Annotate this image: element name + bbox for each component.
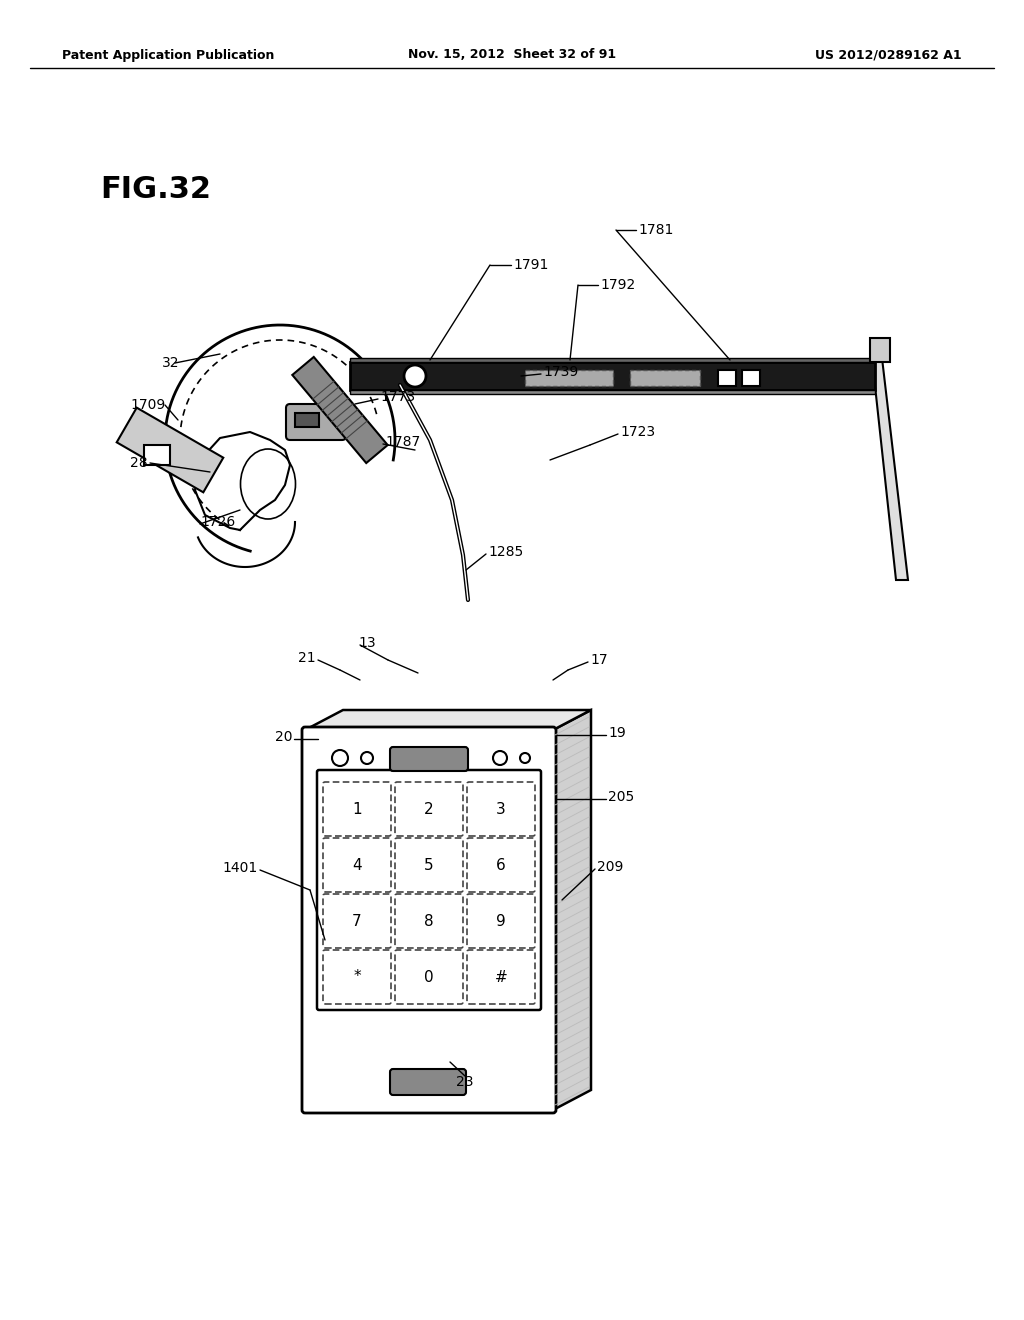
FancyBboxPatch shape bbox=[467, 894, 535, 948]
Text: 209: 209 bbox=[597, 861, 624, 874]
Text: 1739: 1739 bbox=[543, 366, 579, 379]
Text: 20: 20 bbox=[274, 730, 292, 744]
FancyBboxPatch shape bbox=[467, 838, 535, 892]
Ellipse shape bbox=[493, 751, 507, 766]
FancyBboxPatch shape bbox=[323, 838, 391, 892]
Text: 28: 28 bbox=[130, 455, 148, 470]
Text: #: # bbox=[495, 969, 507, 985]
FancyBboxPatch shape bbox=[630, 370, 700, 385]
Text: 23: 23 bbox=[457, 1074, 474, 1089]
FancyBboxPatch shape bbox=[286, 404, 346, 440]
FancyBboxPatch shape bbox=[323, 950, 391, 1005]
Text: 6: 6 bbox=[496, 858, 506, 873]
Text: 1781: 1781 bbox=[638, 223, 674, 238]
Bar bbox=[295, 413, 319, 426]
Polygon shape bbox=[292, 356, 388, 463]
Ellipse shape bbox=[332, 750, 348, 766]
Text: 3: 3 bbox=[496, 801, 506, 817]
Text: 13: 13 bbox=[358, 636, 376, 649]
Ellipse shape bbox=[361, 752, 373, 764]
Text: 1792: 1792 bbox=[600, 279, 635, 292]
FancyBboxPatch shape bbox=[467, 781, 535, 836]
Bar bbox=[742, 370, 760, 385]
Ellipse shape bbox=[520, 752, 530, 763]
Bar bbox=[350, 389, 874, 393]
Text: Nov. 15, 2012  Sheet 32 of 91: Nov. 15, 2012 Sheet 32 of 91 bbox=[408, 49, 616, 62]
Text: 17: 17 bbox=[590, 653, 607, 667]
Bar bbox=[350, 362, 874, 389]
Text: *: * bbox=[353, 969, 360, 985]
Polygon shape bbox=[872, 358, 908, 579]
FancyBboxPatch shape bbox=[525, 370, 613, 385]
Text: 1726: 1726 bbox=[200, 515, 236, 529]
FancyBboxPatch shape bbox=[317, 770, 541, 1010]
FancyBboxPatch shape bbox=[395, 950, 463, 1005]
Text: 1723: 1723 bbox=[620, 425, 655, 440]
Text: 8: 8 bbox=[424, 913, 434, 928]
Text: 5: 5 bbox=[424, 858, 434, 873]
Polygon shape bbox=[117, 408, 223, 492]
FancyBboxPatch shape bbox=[395, 838, 463, 892]
Bar bbox=[718, 370, 736, 385]
Text: 21: 21 bbox=[298, 651, 316, 665]
Text: 1773: 1773 bbox=[380, 389, 415, 404]
Polygon shape bbox=[553, 710, 591, 1110]
Text: 1791: 1791 bbox=[513, 257, 549, 272]
Bar bbox=[144, 445, 170, 465]
Bar bbox=[870, 338, 890, 362]
Text: Patent Application Publication: Patent Application Publication bbox=[62, 49, 274, 62]
FancyBboxPatch shape bbox=[467, 950, 535, 1005]
Text: 1285: 1285 bbox=[488, 545, 523, 558]
FancyBboxPatch shape bbox=[390, 1069, 466, 1096]
FancyBboxPatch shape bbox=[390, 747, 468, 771]
Text: 4: 4 bbox=[352, 858, 361, 873]
Text: 1: 1 bbox=[352, 801, 361, 817]
FancyBboxPatch shape bbox=[395, 894, 463, 948]
Bar bbox=[350, 358, 874, 362]
Text: 1401: 1401 bbox=[223, 861, 258, 875]
Text: US 2012/0289162 A1: US 2012/0289162 A1 bbox=[815, 49, 962, 62]
Text: 32: 32 bbox=[162, 356, 179, 370]
Text: 19: 19 bbox=[608, 726, 626, 741]
FancyBboxPatch shape bbox=[323, 781, 391, 836]
Text: 0: 0 bbox=[424, 969, 434, 985]
Text: 2: 2 bbox=[424, 801, 434, 817]
Text: 1709: 1709 bbox=[130, 399, 165, 412]
Text: 9: 9 bbox=[496, 913, 506, 928]
Text: 1787: 1787 bbox=[385, 436, 420, 449]
Ellipse shape bbox=[404, 366, 426, 387]
FancyBboxPatch shape bbox=[302, 727, 556, 1113]
FancyBboxPatch shape bbox=[395, 781, 463, 836]
Text: FIG.32: FIG.32 bbox=[100, 176, 211, 205]
Text: 7: 7 bbox=[352, 913, 361, 928]
Polygon shape bbox=[305, 710, 591, 730]
FancyBboxPatch shape bbox=[323, 894, 391, 948]
Text: 205: 205 bbox=[608, 789, 634, 804]
